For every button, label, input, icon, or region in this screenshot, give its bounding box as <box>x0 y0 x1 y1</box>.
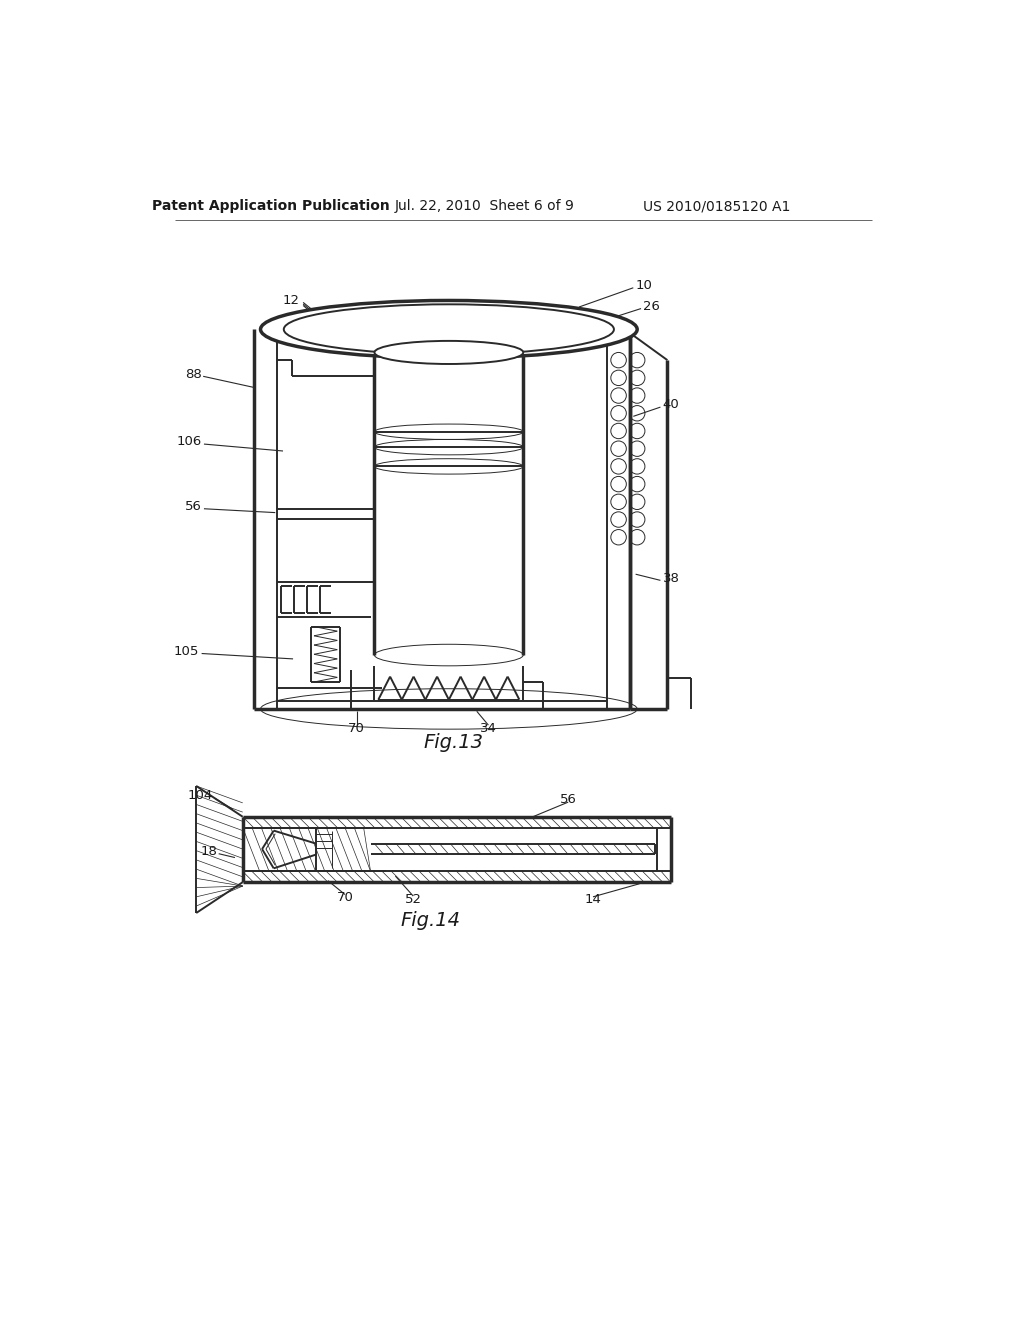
Text: 70: 70 <box>348 722 366 735</box>
Text: US 2010/0185120 A1: US 2010/0185120 A1 <box>643 199 791 213</box>
Text: 52: 52 <box>404 892 422 906</box>
Text: Fig.14: Fig.14 <box>400 911 460 931</box>
Text: 105: 105 <box>174 644 200 657</box>
Text: 34: 34 <box>480 722 497 735</box>
Text: 70: 70 <box>337 891 353 904</box>
Text: 104: 104 <box>188 789 213 803</box>
Text: Jul. 22, 2010  Sheet 6 of 9: Jul. 22, 2010 Sheet 6 of 9 <box>394 199 574 213</box>
Text: Fig.13: Fig.13 <box>424 733 483 751</box>
Text: 106: 106 <box>176 436 202 449</box>
Text: 18: 18 <box>201 845 217 858</box>
Text: 56: 56 <box>560 792 577 805</box>
Text: 40: 40 <box>663 399 680 412</box>
Ellipse shape <box>375 341 523 364</box>
Text: 26: 26 <box>643 300 660 313</box>
Text: 56: 56 <box>184 500 202 513</box>
Text: 10: 10 <box>636 279 652 292</box>
Text: 14: 14 <box>585 894 601 907</box>
Text: Patent Application Publication: Patent Application Publication <box>153 199 390 213</box>
Text: 12: 12 <box>283 294 300 308</box>
Text: 38: 38 <box>663 572 680 585</box>
Text: 88: 88 <box>185 367 202 380</box>
Ellipse shape <box>260 301 637 358</box>
